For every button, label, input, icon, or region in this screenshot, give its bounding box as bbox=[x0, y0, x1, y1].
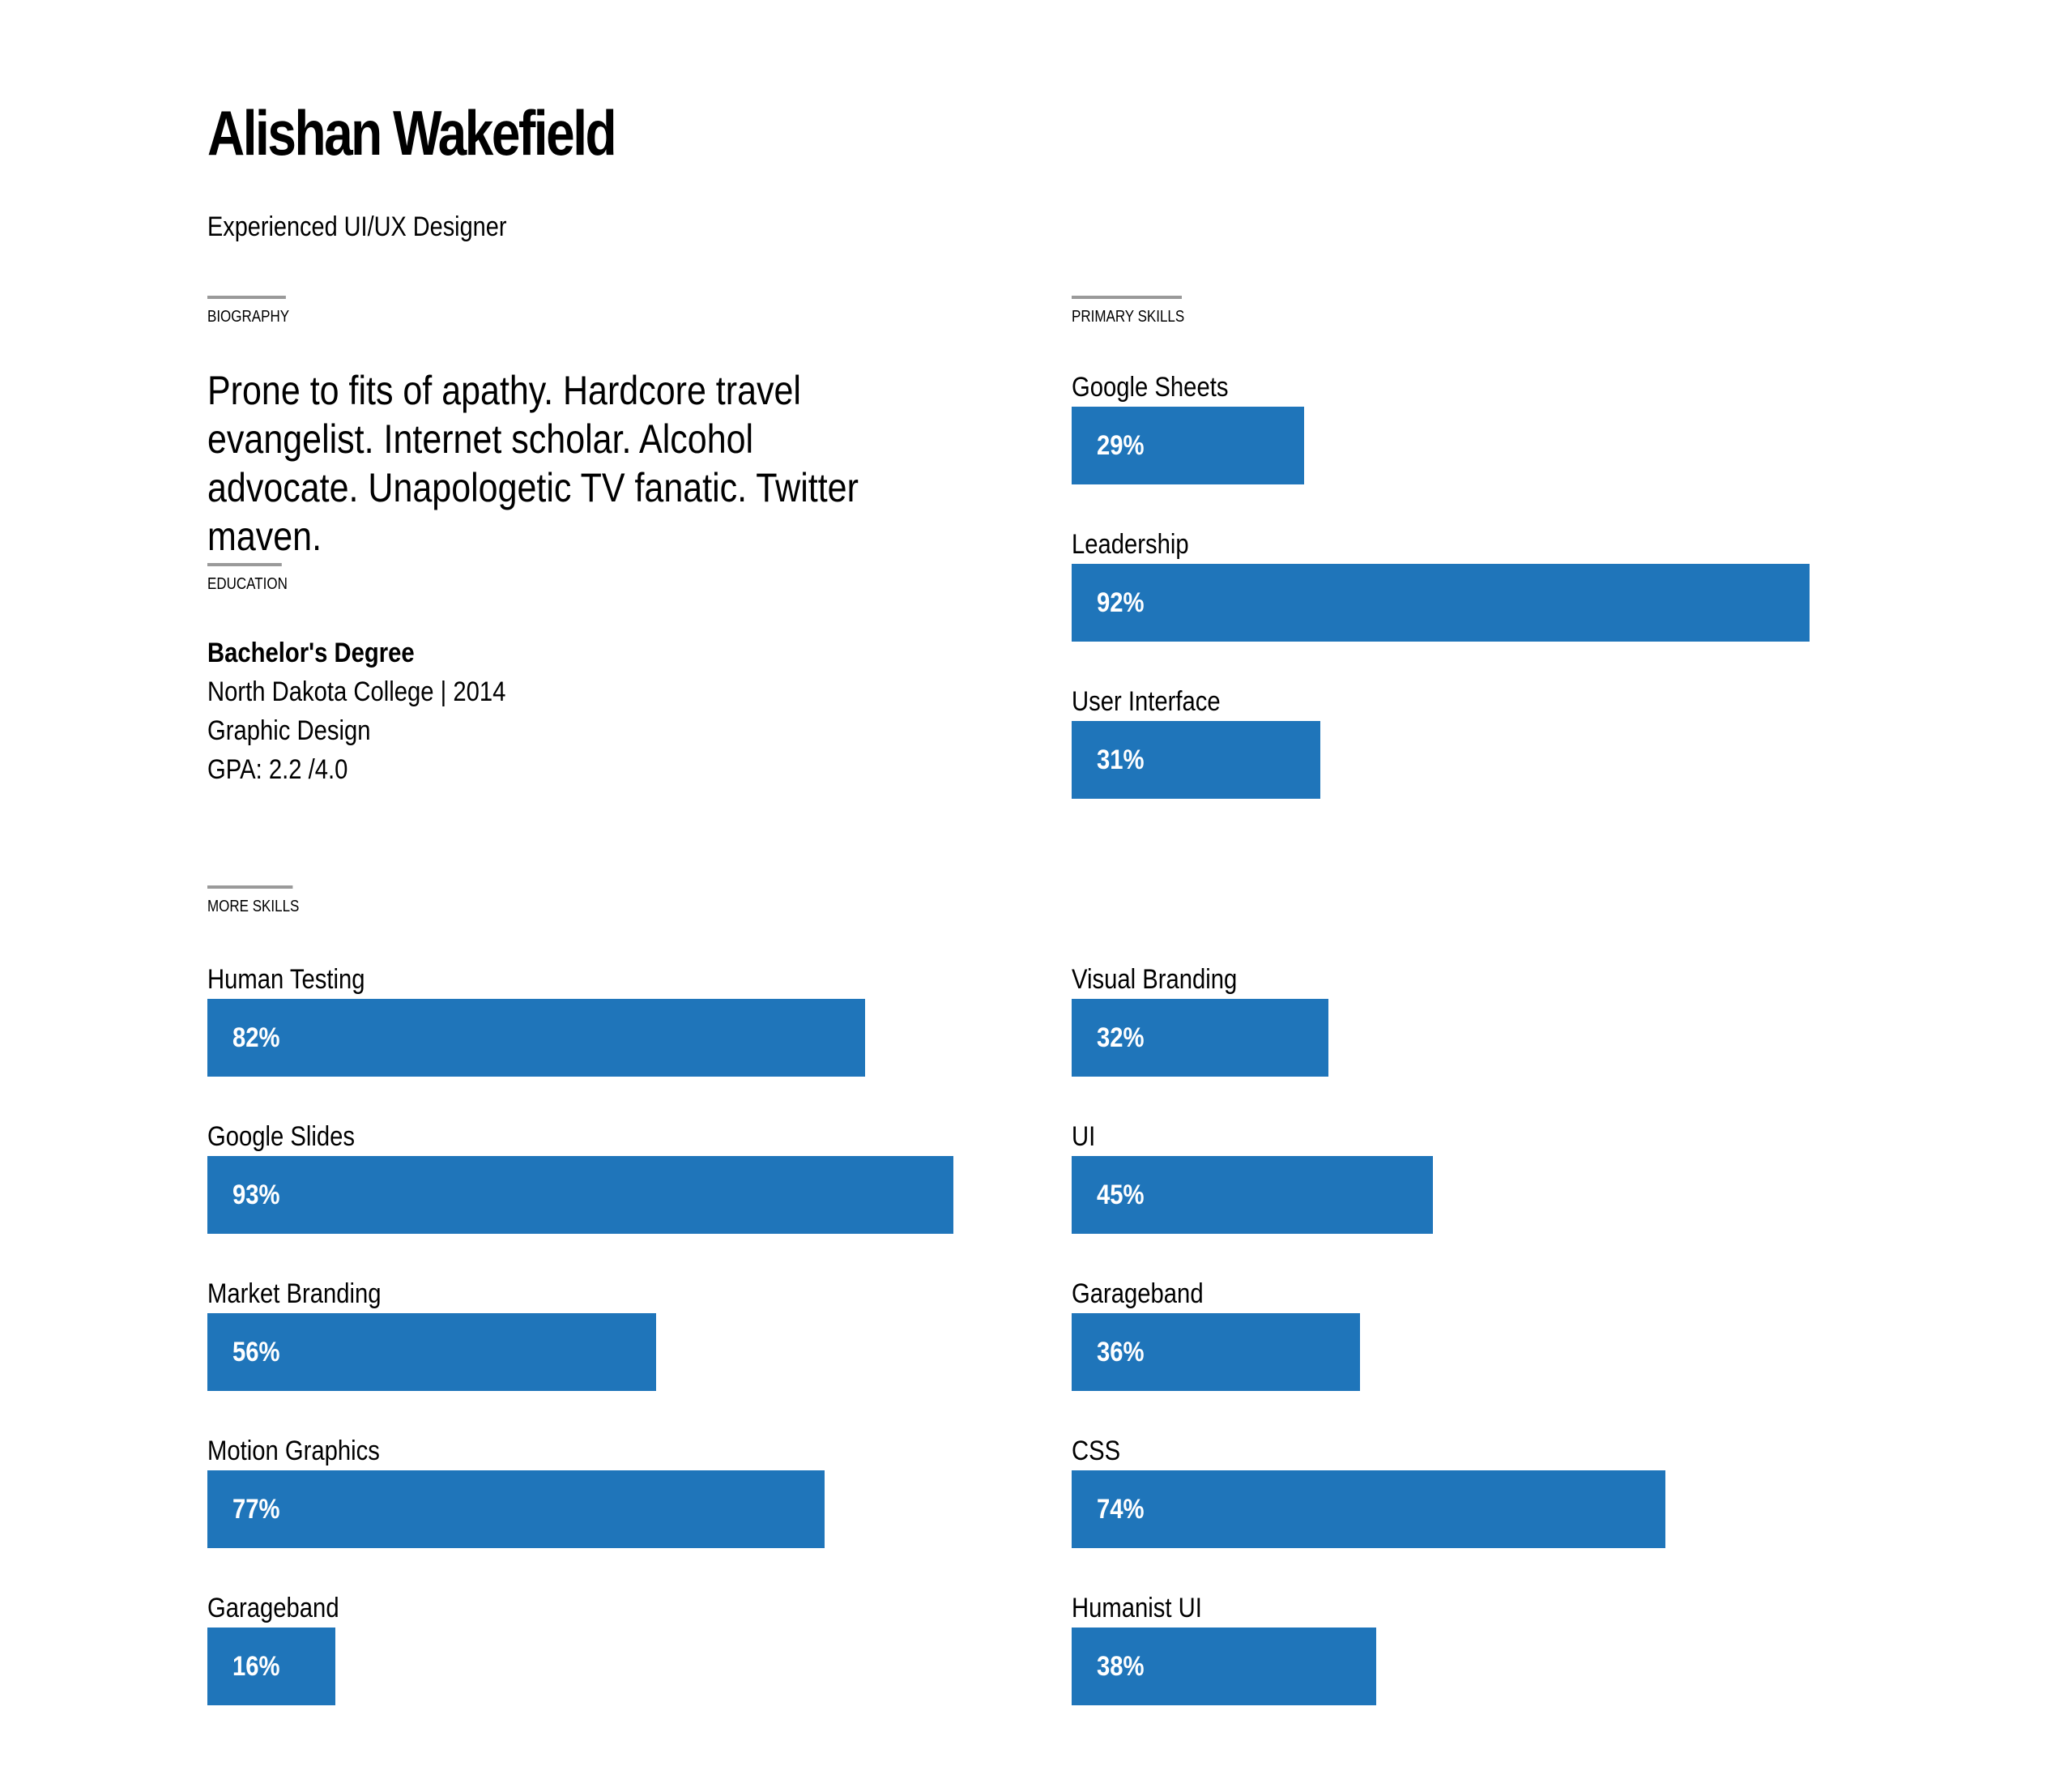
skill-item: Garageband 16% bbox=[207, 1592, 1001, 1705]
skill-name: UI bbox=[1072, 1121, 1096, 1152]
skill-name: Visual Branding bbox=[1072, 964, 1238, 995]
skill-item: Humanist UI 38% bbox=[1072, 1592, 1865, 1705]
skill-name: Motion Graphics bbox=[207, 1436, 380, 1466]
skill-name: Humanist UI bbox=[1072, 1593, 1202, 1623]
skill-bar: 31% bbox=[1072, 721, 1320, 799]
skill-bar: 82% bbox=[207, 999, 865, 1077]
education-block: Bachelor's Degree North Dakota College |… bbox=[207, 634, 936, 789]
skill-name: Google Sheets bbox=[1072, 372, 1229, 403]
person-title: Experienced UI/UX Designer bbox=[207, 211, 507, 242]
skill-percent: 29% bbox=[1097, 429, 1145, 461]
skill-percent: 82% bbox=[232, 1022, 280, 1053]
skill-item: Google Sheets 29% bbox=[1072, 371, 1865, 484]
person-name: Alishan Wakefield bbox=[207, 97, 617, 169]
skill-percent: 31% bbox=[1097, 744, 1145, 775]
biography-text: Prone to fits of apathy. Hardcore travel… bbox=[207, 368, 859, 559]
skill-name: Human Testing bbox=[207, 964, 365, 995]
skill-item: Garageband 36% bbox=[1072, 1278, 1865, 1391]
skill-percent: 93% bbox=[232, 1179, 280, 1210]
skill-bar: 56% bbox=[207, 1313, 656, 1391]
biography-heading: BIOGRAPHY bbox=[207, 296, 289, 326]
skill-bar: 93% bbox=[207, 1156, 953, 1234]
skill-item: Leadership 92% bbox=[1072, 528, 1865, 642]
skill-percent: 77% bbox=[232, 1493, 280, 1525]
skill-item: Human Testing 82% bbox=[207, 963, 1001, 1077]
skill-name: Garageband bbox=[207, 1593, 339, 1623]
skill-bar: 36% bbox=[1072, 1313, 1360, 1391]
skill-item: UI 45% bbox=[1072, 1120, 1865, 1234]
education-gpa: GPA: 2.2 /4.0 bbox=[207, 754, 348, 785]
skill-percent: 92% bbox=[1097, 587, 1145, 618]
skill-item: CSS 74% bbox=[1072, 1435, 1865, 1548]
more-skills-heading: MORE SKILLS bbox=[207, 885, 299, 916]
skill-percent: 56% bbox=[232, 1336, 280, 1367]
skill-name: Google Slides bbox=[207, 1121, 356, 1152]
skill-bar: 38% bbox=[1072, 1628, 1376, 1705]
skill-percent: 74% bbox=[1097, 1493, 1145, 1525]
skill-bar: 45% bbox=[1072, 1156, 1433, 1234]
skill-name: User Interface bbox=[1072, 686, 1221, 717]
skill-percent: 45% bbox=[1097, 1179, 1145, 1210]
skill-percent: 16% bbox=[232, 1650, 280, 1682]
education-heading: EDUCATION bbox=[207, 563, 288, 594]
skill-name: CSS bbox=[1072, 1436, 1121, 1466]
education-degree: Bachelor's Degree bbox=[207, 638, 415, 668]
primary-skills-heading: PRIMARY SKILLS bbox=[1072, 296, 1184, 326]
education-major: Graphic Design bbox=[207, 715, 371, 746]
skill-name: Garageband bbox=[1072, 1278, 1204, 1309]
skill-percent: 32% bbox=[1097, 1022, 1145, 1053]
skill-bar: 74% bbox=[1072, 1470, 1665, 1548]
skill-name: Market Branding bbox=[207, 1278, 382, 1309]
skill-item: User Interface 31% bbox=[1072, 685, 1865, 799]
skill-percent: 36% bbox=[1097, 1336, 1145, 1367]
skill-bar: 16% bbox=[207, 1628, 335, 1705]
skill-bar: 92% bbox=[1072, 564, 1810, 642]
skill-percent: 38% bbox=[1097, 1650, 1145, 1682]
education-school: North Dakota College | 2014 bbox=[207, 676, 506, 707]
skill-bar: 77% bbox=[207, 1470, 825, 1548]
skill-bar: 32% bbox=[1072, 999, 1328, 1077]
skill-item: Motion Graphics 77% bbox=[207, 1435, 1001, 1548]
skill-bar: 29% bbox=[1072, 407, 1304, 484]
skill-item: Visual Branding 32% bbox=[1072, 963, 1865, 1077]
skill-item: Google Slides 93% bbox=[207, 1120, 1001, 1234]
skill-name: Leadership bbox=[1072, 529, 1189, 560]
skill-item: Market Branding 56% bbox=[207, 1278, 1001, 1391]
